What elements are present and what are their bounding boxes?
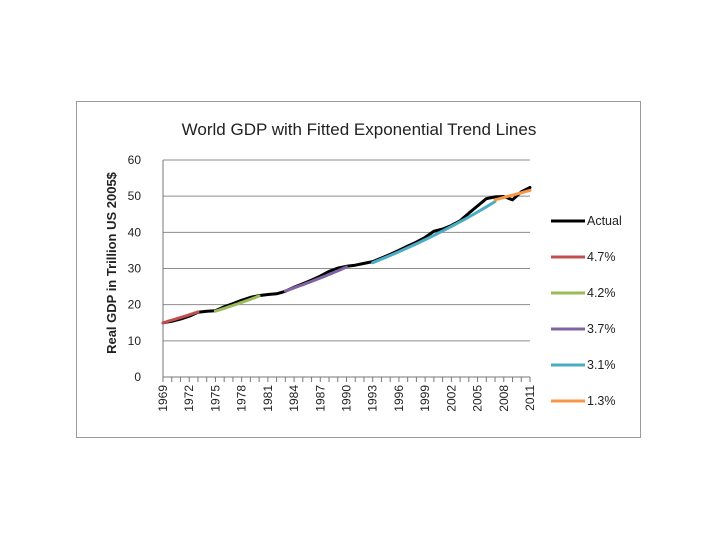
x-tick-label: 1975 — [208, 385, 222, 412]
x-tick-label: 2002 — [444, 385, 458, 412]
y-ticks: 0 10 20 30 40 50 60 — [128, 153, 142, 384]
legend-label: 3.1% — [587, 358, 616, 372]
x-tick-label: 1990 — [340, 385, 354, 412]
legend-label: 3.7% — [587, 322, 616, 336]
grid-lines — [162, 159, 530, 378]
y-tick-label: 10 — [128, 334, 142, 348]
series-line-trend-1 — [161, 310, 200, 325]
y-axis-label: Real GDP in Trillion US 2005$ — [104, 171, 119, 354]
x-tick-label: 1981 — [261, 385, 275, 412]
x-tick-label: 1993 — [366, 385, 380, 412]
x-tick-label: 1987 — [313, 385, 327, 412]
series-line-actual — [161, 186, 532, 325]
series-line-trend-3 — [283, 265, 348, 293]
series-line-trend-4 — [371, 200, 497, 265]
series-lines — [161, 186, 532, 325]
x-tick-label: 1996 — [392, 385, 406, 412]
x-tick-label: 1984 — [287, 385, 301, 412]
legend-label: Actual — [587, 214, 622, 228]
y-tick-label: 0 — [134, 370, 141, 384]
chart-frame: World GDP with Fitted Exponential Trend … — [76, 101, 641, 438]
x-ticks: 1969 1972 1975 1978 1981 1984 1987 1990 1993 1996… — [156, 377, 537, 412]
chart: World GDP with Fitted Exponential Trend … — [104, 120, 622, 412]
y-tick-label: 20 — [128, 298, 142, 312]
legend-label: 4.2% — [587, 286, 616, 300]
y-tick-label: 40 — [128, 225, 142, 239]
legend-label: 1.3% — [587, 394, 616, 408]
x-tick-label: 2011 — [523, 385, 537, 411]
chart-title: World GDP with Fitted Exponential Trend … — [182, 120, 537, 139]
x-tick-label: 2005 — [471, 385, 485, 412]
x-tick-label: 1978 — [235, 385, 249, 412]
x-tick-label: 1972 — [182, 385, 196, 412]
legend: Actual 4.7% 4.2% 3.7% 3.1% 1.3% — [551, 214, 622, 408]
series-line-trend-2 — [213, 294, 261, 313]
y-tick-label: 60 — [128, 153, 142, 167]
series-line-trend-5 — [493, 188, 532, 202]
x-tick-label: 2008 — [497, 385, 511, 412]
y-tick-label: 50 — [128, 189, 142, 203]
legend-label: 4.7% — [587, 250, 616, 264]
x-tick-label: 1969 — [156, 385, 170, 412]
y-tick-label: 30 — [128, 262, 142, 276]
x-tick-label: 1999 — [418, 385, 432, 412]
